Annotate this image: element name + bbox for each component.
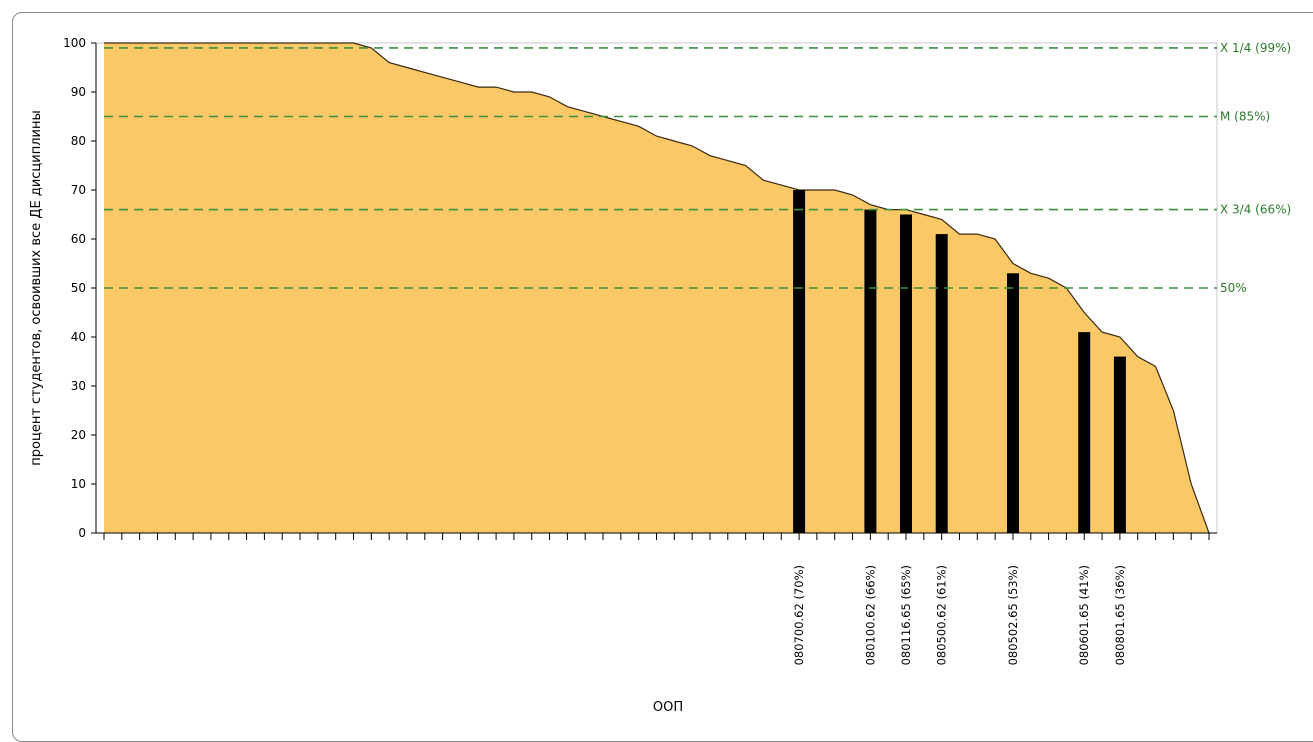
category-label-7: 080801.65 (36%)	[1113, 565, 1127, 665]
y-tick-label-60: 60	[71, 232, 86, 246]
highlight-bar-3	[900, 214, 912, 533]
y-tick-label-40: 40	[71, 330, 86, 344]
y-tick-label-20: 20	[71, 428, 86, 442]
area-line	[104, 42, 1210, 534]
highlight-bar-7	[1113, 356, 1126, 533]
y-tick-label-30: 30	[71, 379, 86, 393]
category-label-2: 080100.62 (66%)	[863, 565, 877, 665]
y-tick-label-80: 80	[71, 134, 86, 148]
y-tick-label-0: 0	[78, 526, 86, 540]
y-axis-title: процент студентов, освоивших все ДЕ дисц…	[29, 110, 44, 465]
area-fill	[104, 43, 1209, 533]
highlight-bar-4	[935, 234, 948, 533]
category-label-1: 080700.62 (70%)	[792, 565, 806, 665]
reference-label-1: X 1/4 (99%)	[1220, 41, 1291, 55]
y-tick-label-90: 90	[71, 85, 86, 99]
category-label-4: 080500.62 (61%)	[935, 565, 949, 665]
reference-label-2: M (85%)	[1220, 110, 1270, 124]
category-label-5: 080502.65 (53%)	[1006, 565, 1020, 665]
x-axis-title: ООП	[653, 700, 683, 715]
reference-label-4: 50%	[1220, 281, 1247, 295]
chart-svg: X 1/4 (99%) M (85%) X 3/4 (66%) 50% 0 10 20 30…	[29, 36, 1291, 715]
reference-label-3: X 3/4 (66%)	[1220, 203, 1291, 217]
highlight-bar-5	[1007, 273, 1019, 533]
y-tick-label-50: 50	[71, 281, 86, 295]
highlight-bar-1	[793, 190, 806, 533]
y-tick-label-10: 10	[71, 477, 86, 491]
y-tick-label-100: 100	[63, 36, 86, 50]
highlight-bar-2	[864, 209, 877, 533]
highlight-bar-6	[1078, 332, 1091, 533]
category-label-3: 080116.65 (65%)	[899, 565, 913, 665]
category-label-6: 080601.65 (41%)	[1077, 565, 1091, 665]
y-tick-label-70: 70	[71, 183, 86, 197]
